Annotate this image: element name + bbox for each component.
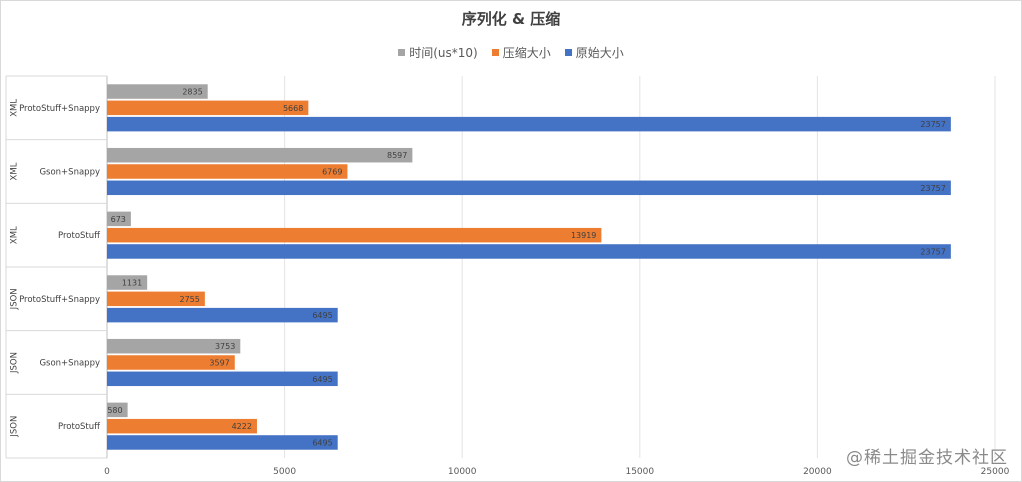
data-label: 23757 bbox=[920, 184, 945, 193]
legend-swatch-original bbox=[564, 49, 572, 56]
category-label: ProtoStuff+Snappy bbox=[19, 295, 100, 305]
bar bbox=[107, 84, 208, 99]
data-label: 2755 bbox=[179, 295, 199, 304]
x-tick-label: 10000 bbox=[448, 467, 477, 477]
bar bbox=[107, 435, 338, 450]
bar bbox=[107, 227, 602, 243]
data-label: 23757 bbox=[920, 120, 945, 129]
data-label: 5668 bbox=[283, 104, 303, 113]
x-tick-label: 5000 bbox=[273, 467, 296, 477]
watermark: @稀土掘金技术社区 bbox=[846, 448, 1008, 468]
bar bbox=[107, 147, 413, 163]
data-label: 580 bbox=[107, 406, 122, 415]
bar bbox=[107, 244, 951, 259]
chart-title: 序列化 & 压缩 bbox=[461, 10, 561, 28]
data-label: 3753 bbox=[215, 342, 235, 351]
bar bbox=[107, 291, 205, 307]
legend-label-original: 原始大小 bbox=[575, 46, 624, 60]
category-label: Gson+Snappy bbox=[39, 168, 100, 178]
data-label: 1131 bbox=[122, 279, 142, 288]
legend-label-time: 时间(us*10) bbox=[409, 46, 478, 60]
category-label: ProtoStuff bbox=[58, 422, 101, 432]
bar bbox=[107, 338, 241, 354]
chart-legend: 时间(us*10) 压缩大小 原始大小 bbox=[0, 44, 1022, 61]
bar bbox=[107, 116, 951, 132]
bar bbox=[107, 355, 235, 370]
data-label: 6769 bbox=[322, 168, 342, 177]
data-label: 673 bbox=[111, 215, 126, 224]
group-label: JSON bbox=[10, 416, 20, 438]
group-label: XML bbox=[10, 162, 20, 180]
x-tick-label: 15000 bbox=[625, 467, 654, 477]
legend-swatch-compressed bbox=[491, 49, 499, 56]
category-label: ProtoStuff+Snappy bbox=[19, 104, 100, 114]
legend-swatch-time bbox=[398, 49, 406, 56]
bar bbox=[107, 100, 309, 116]
bar bbox=[107, 164, 348, 179]
group-label: XML bbox=[10, 226, 20, 244]
bar bbox=[107, 307, 338, 323]
data-label: 4222 bbox=[232, 422, 252, 431]
data-label: 6495 bbox=[312, 375, 332, 384]
group-label: XML bbox=[10, 99, 20, 117]
data-label: 23757 bbox=[920, 247, 945, 256]
legend-item-compressed: 压缩大小 bbox=[491, 44, 551, 61]
category-label: Gson+Snappy bbox=[39, 359, 100, 369]
data-label: 8597 bbox=[387, 151, 407, 160]
bar bbox=[107, 180, 951, 196]
bar bbox=[107, 211, 131, 227]
data-label: 6495 bbox=[312, 438, 332, 447]
legend-item-original: 原始大小 bbox=[564, 44, 624, 61]
x-tick-label: 25000 bbox=[981, 467, 1010, 477]
bar bbox=[107, 371, 338, 387]
x-tick-label: 20000 bbox=[803, 467, 832, 477]
bar bbox=[107, 402, 128, 418]
data-label: 2835 bbox=[182, 88, 202, 97]
data-label: 6495 bbox=[312, 311, 332, 320]
x-tick-label: 0 bbox=[104, 467, 110, 477]
legend-item-time: 时间(us*10) bbox=[398, 44, 478, 61]
group-label: JSON bbox=[10, 288, 20, 310]
data-label: 3597 bbox=[209, 359, 229, 368]
data-label: 13919 bbox=[571, 231, 596, 240]
category-label: ProtoStuff bbox=[58, 231, 101, 241]
bar bbox=[107, 418, 257, 434]
bar bbox=[107, 275, 148, 290]
group-label: JSON bbox=[10, 352, 20, 374]
legend-label-compressed: 压缩大小 bbox=[502, 46, 551, 60]
